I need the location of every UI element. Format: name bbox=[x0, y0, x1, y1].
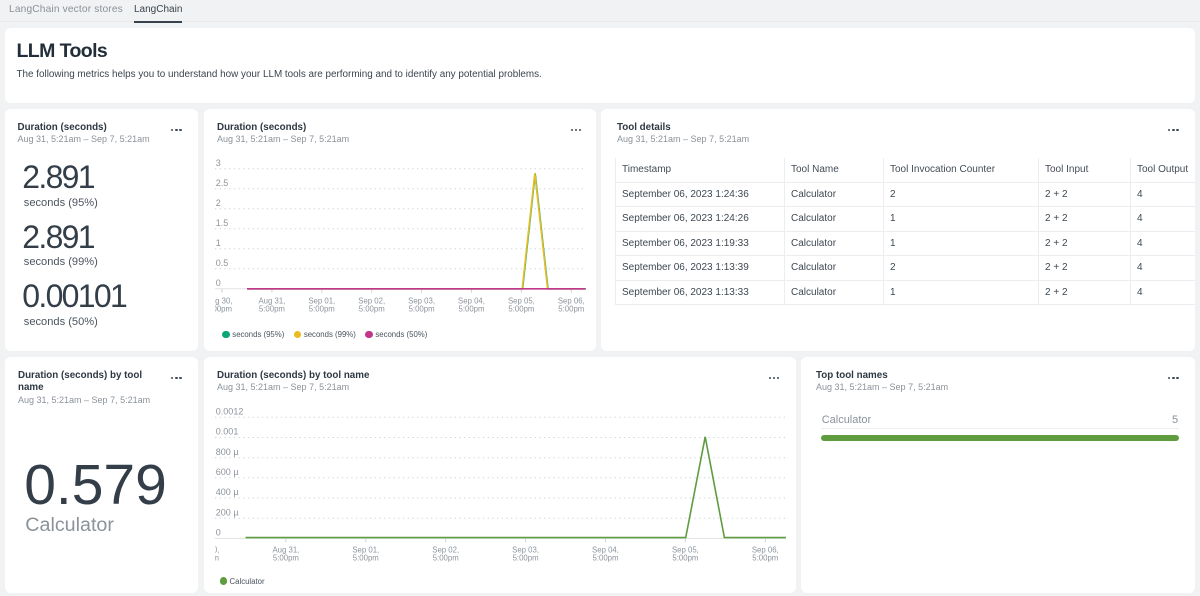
svg-text:Aug 31,: Aug 31, bbox=[258, 296, 285, 305]
svg-text:400 µ: 400 µ bbox=[216, 487, 239, 497]
svg-text:0: 0 bbox=[216, 528, 221, 538]
svg-text:Sep 03,: Sep 03, bbox=[512, 545, 539, 554]
svg-text:5:00pm: 5:00pm bbox=[215, 553, 219, 562]
svg-text:Sep 01,: Sep 01, bbox=[352, 545, 379, 554]
svg-text:Sep 06,: Sep 06, bbox=[752, 545, 779, 554]
svg-text:5:00pm: 5:00pm bbox=[752, 553, 778, 562]
svg-text:5:00pm: 5:00pm bbox=[672, 553, 698, 562]
svg-text:3: 3 bbox=[216, 158, 221, 168]
svg-text:5:00pm: 5:00pm bbox=[353, 553, 379, 562]
svg-text:0.001: 0.001 bbox=[216, 427, 239, 437]
svg-text:Aug 30,: Aug 30, bbox=[215, 296, 232, 305]
svg-text:Sep 02,: Sep 02, bbox=[358, 296, 385, 305]
svg-text:Sep 05,: Sep 05, bbox=[508, 296, 535, 305]
svg-text:Sep 02,: Sep 02, bbox=[432, 545, 459, 554]
svg-text:800 µ: 800 µ bbox=[216, 447, 239, 457]
svg-text:Aug 30,: Aug 30, bbox=[215, 545, 219, 554]
svg-text:5:00pm: 5:00pm bbox=[273, 553, 299, 562]
svg-text:2: 2 bbox=[216, 198, 221, 208]
svg-text:2.5: 2.5 bbox=[216, 178, 229, 188]
svg-text:5:00pm: 5:00pm bbox=[592, 553, 618, 562]
svg-text:Sep 01,: Sep 01, bbox=[308, 296, 335, 305]
svg-text:5:00pm: 5:00pm bbox=[508, 304, 534, 313]
svg-text:200 µ: 200 µ bbox=[216, 507, 239, 517]
svg-text:5:00pm: 5:00pm bbox=[359, 304, 385, 313]
svg-text:5:00pm: 5:00pm bbox=[309, 304, 335, 313]
svg-text:5:00pm: 5:00pm bbox=[215, 304, 232, 313]
svg-text:Sep 04,: Sep 04, bbox=[592, 545, 619, 554]
svg-text:5:00pm: 5:00pm bbox=[433, 553, 459, 562]
svg-text:0.0012: 0.0012 bbox=[216, 407, 244, 417]
svg-text:Sep 06,: Sep 06, bbox=[558, 296, 585, 305]
svg-text:1.5: 1.5 bbox=[216, 218, 229, 228]
svg-text:5:00pm: 5:00pm bbox=[513, 553, 539, 562]
svg-text:5:00pm: 5:00pm bbox=[558, 304, 584, 313]
svg-text:5:00pm: 5:00pm bbox=[409, 304, 435, 313]
svg-text:Sep 04,: Sep 04, bbox=[458, 296, 485, 305]
svg-text:600 µ: 600 µ bbox=[216, 467, 239, 477]
svg-text:5:00pm: 5:00pm bbox=[259, 304, 285, 313]
svg-text:0: 0 bbox=[216, 278, 221, 288]
svg-text:Aug 31,: Aug 31, bbox=[272, 545, 299, 554]
svg-text:5:00pm: 5:00pm bbox=[458, 304, 484, 313]
svg-text:Sep 05,: Sep 05, bbox=[672, 545, 699, 554]
svg-text:0.5: 0.5 bbox=[216, 258, 229, 268]
svg-text:Sep 03,: Sep 03, bbox=[408, 296, 435, 305]
svg-text:1: 1 bbox=[216, 238, 221, 248]
